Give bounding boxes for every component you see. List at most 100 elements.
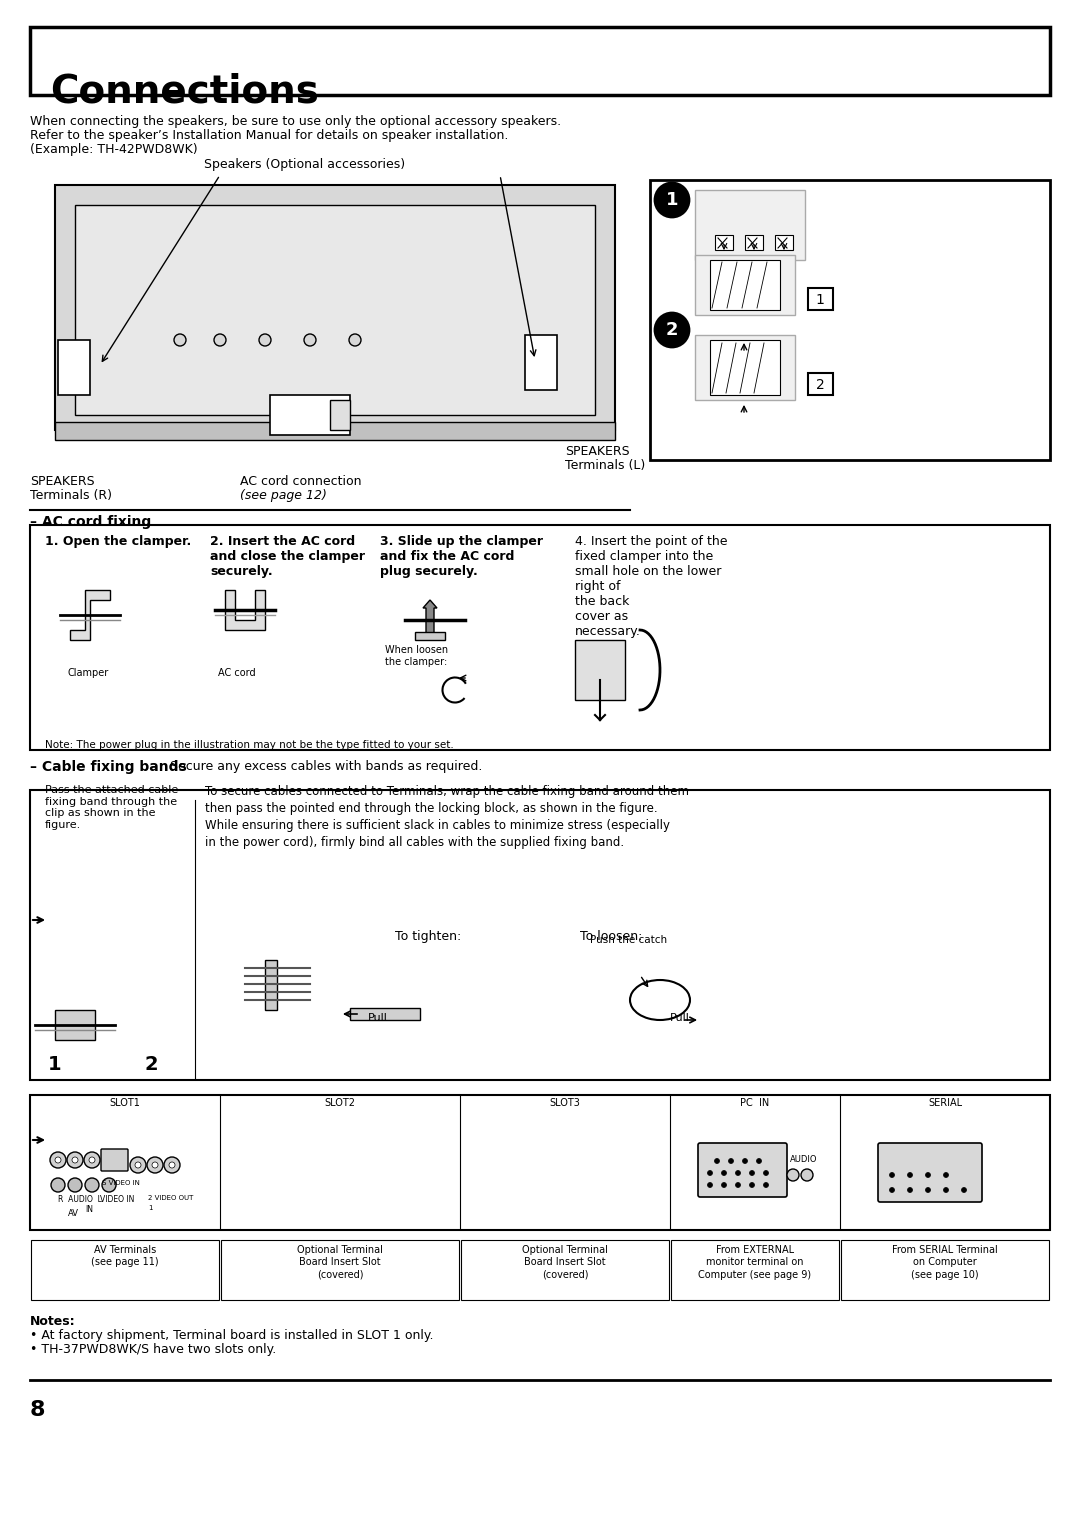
Text: Clamper: Clamper xyxy=(68,668,109,678)
Circle shape xyxy=(50,1152,66,1167)
Circle shape xyxy=(259,335,271,345)
Circle shape xyxy=(707,1183,713,1187)
Text: Optional Terminal
Board Insert Slot
(covered): Optional Terminal Board Insert Slot (cov… xyxy=(297,1245,383,1280)
Circle shape xyxy=(85,1178,99,1192)
FancyBboxPatch shape xyxy=(30,790,1050,1080)
Text: (Example: TH-42PWD8WK): (Example: TH-42PWD8WK) xyxy=(30,144,198,156)
FancyBboxPatch shape xyxy=(808,373,833,396)
FancyBboxPatch shape xyxy=(55,185,615,429)
Text: Notes:: Notes: xyxy=(30,1316,76,1328)
Text: PC  IN: PC IN xyxy=(741,1099,770,1108)
Text: VIDEO IN: VIDEO IN xyxy=(100,1195,134,1204)
Circle shape xyxy=(164,1157,180,1174)
Circle shape xyxy=(926,1172,931,1178)
Text: AC cord: AC cord xyxy=(218,668,256,678)
Text: Optional Terminal
Board Insert Slot
(covered): Optional Terminal Board Insert Slot (cov… xyxy=(522,1245,608,1280)
FancyBboxPatch shape xyxy=(31,1241,219,1300)
Circle shape xyxy=(729,1158,733,1163)
Text: SPEAKERS: SPEAKERS xyxy=(565,445,630,458)
Circle shape xyxy=(152,1161,158,1167)
FancyBboxPatch shape xyxy=(461,1241,669,1300)
Text: 1: 1 xyxy=(815,293,824,307)
Text: To loosen:: To loosen: xyxy=(580,931,643,943)
Text: SLOT2: SLOT2 xyxy=(324,1099,355,1108)
FancyBboxPatch shape xyxy=(841,1241,1049,1300)
FancyBboxPatch shape xyxy=(696,335,795,400)
FancyArrow shape xyxy=(423,601,437,639)
Circle shape xyxy=(147,1157,163,1174)
Text: 3. Slide up the clamper
and fix the AC cord
plug securely.: 3. Slide up the clamper and fix the AC c… xyxy=(380,535,543,578)
Circle shape xyxy=(715,1158,719,1163)
Text: 1: 1 xyxy=(148,1206,152,1212)
FancyBboxPatch shape xyxy=(55,422,615,440)
Polygon shape xyxy=(225,590,265,630)
Text: – AC cord fixing: – AC cord fixing xyxy=(30,515,151,529)
Circle shape xyxy=(890,1187,894,1192)
FancyBboxPatch shape xyxy=(30,526,1050,750)
Text: 2: 2 xyxy=(145,1054,159,1074)
Text: AV Terminals
(see page 11): AV Terminals (see page 11) xyxy=(91,1245,159,1267)
Text: 2 VIDEO OUT: 2 VIDEO OUT xyxy=(148,1195,193,1201)
FancyBboxPatch shape xyxy=(30,28,1050,95)
Text: AC cord connection: AC cord connection xyxy=(240,475,362,487)
Circle shape xyxy=(743,1158,747,1163)
Text: 2. Insert the AC cord
and close the clamper
securely.: 2. Insert the AC cord and close the clam… xyxy=(210,535,365,578)
FancyBboxPatch shape xyxy=(575,640,625,700)
Text: • At factory shipment, Terminal board is installed in SLOT 1 only.: • At factory shipment, Terminal board is… xyxy=(30,1329,433,1342)
Circle shape xyxy=(750,1170,755,1175)
Circle shape xyxy=(907,1187,913,1192)
Circle shape xyxy=(72,1157,78,1163)
Circle shape xyxy=(735,1183,741,1187)
FancyBboxPatch shape xyxy=(525,335,557,390)
Polygon shape xyxy=(70,590,110,640)
Text: S VIDEO IN: S VIDEO IN xyxy=(102,1180,140,1186)
Text: When loosen
the clamper:: When loosen the clamper: xyxy=(384,645,448,666)
Text: 1. Open the clamper.: 1. Open the clamper. xyxy=(45,535,191,549)
Text: AUDIO: AUDIO xyxy=(789,1155,818,1164)
Circle shape xyxy=(654,313,689,347)
Circle shape xyxy=(51,1178,65,1192)
Circle shape xyxy=(130,1157,146,1174)
Text: Pull: Pull xyxy=(670,1013,690,1024)
Text: Refer to the speaker’s Installation Manual for details on speaker installation.: Refer to the speaker’s Installation Manu… xyxy=(30,128,509,142)
Circle shape xyxy=(55,1157,60,1163)
Circle shape xyxy=(907,1172,913,1178)
Text: Pass the attached cable
fixing band through the
clip as shown in the
figure.: Pass the attached cable fixing band thro… xyxy=(45,785,178,830)
FancyBboxPatch shape xyxy=(330,400,350,429)
Text: Secure any excess cables with bands as required.: Secure any excess cables with bands as r… xyxy=(170,759,483,773)
Circle shape xyxy=(135,1161,141,1167)
Circle shape xyxy=(214,335,226,345)
FancyBboxPatch shape xyxy=(102,1149,129,1170)
Circle shape xyxy=(801,1169,813,1181)
Circle shape xyxy=(764,1183,769,1187)
FancyBboxPatch shape xyxy=(270,396,350,435)
Text: To tighten:: To tighten: xyxy=(395,931,461,943)
Text: IN: IN xyxy=(85,1206,93,1215)
Text: 4. Insert the point of the
fixed clamper into the
small hole on the lower
right : 4. Insert the point of the fixed clamper… xyxy=(575,535,728,639)
Text: To secure cables connected to Terminals, wrap the cable fixing band around them
: To secure cables connected to Terminals,… xyxy=(205,785,689,850)
FancyBboxPatch shape xyxy=(671,1241,839,1300)
FancyBboxPatch shape xyxy=(696,189,805,260)
FancyBboxPatch shape xyxy=(710,341,780,396)
Text: 1: 1 xyxy=(665,191,678,209)
FancyBboxPatch shape xyxy=(55,1010,95,1041)
Text: Pull: Pull xyxy=(368,1013,388,1024)
Text: SERIAL: SERIAL xyxy=(928,1099,962,1108)
Circle shape xyxy=(764,1170,769,1175)
Circle shape xyxy=(67,1152,83,1167)
Text: SLOT1: SLOT1 xyxy=(109,1099,140,1108)
FancyBboxPatch shape xyxy=(696,255,795,315)
Text: SPEAKERS: SPEAKERS xyxy=(30,475,95,487)
Circle shape xyxy=(890,1172,894,1178)
Text: 2: 2 xyxy=(665,321,678,339)
Text: R  AUDIO  L: R AUDIO L xyxy=(58,1195,102,1204)
FancyBboxPatch shape xyxy=(878,1143,982,1203)
Circle shape xyxy=(174,335,186,345)
Text: AV: AV xyxy=(68,1209,79,1218)
Text: 8: 8 xyxy=(30,1400,45,1420)
Text: Note: The power plug in the illustration may not be the type fitted to your set.: Note: The power plug in the illustration… xyxy=(45,740,454,750)
Circle shape xyxy=(787,1169,799,1181)
Text: Terminals (R): Terminals (R) xyxy=(30,489,112,503)
Text: Push the catch: Push the catch xyxy=(590,935,667,944)
FancyBboxPatch shape xyxy=(58,341,90,396)
